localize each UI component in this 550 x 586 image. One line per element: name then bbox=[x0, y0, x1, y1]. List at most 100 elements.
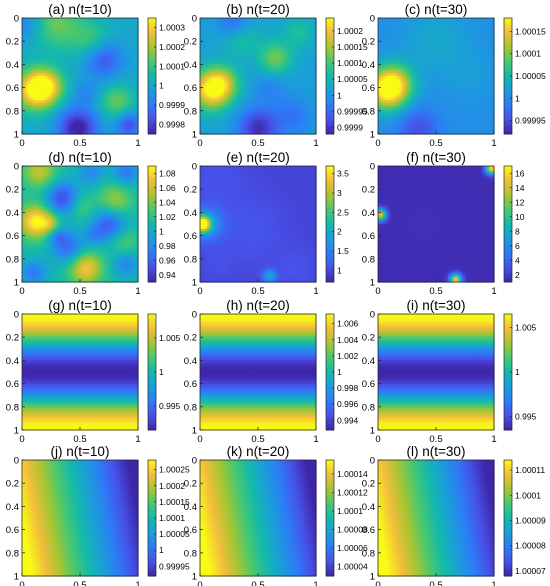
heatmap-cell bbox=[80, 83, 84, 87]
heatmap-cell bbox=[133, 30, 137, 34]
heatmap-cell bbox=[55, 68, 59, 72]
heatmap-cell bbox=[53, 61, 57, 65]
colorbar-segment bbox=[148, 39, 156, 42]
heatmap-cell bbox=[104, 126, 108, 130]
heatmap-cell bbox=[207, 18, 211, 22]
heatmap-cell bbox=[22, 71, 26, 75]
heatmap-cell bbox=[299, 44, 303, 48]
heatmap-cell bbox=[106, 119, 110, 123]
heatmap-cell bbox=[24, 34, 28, 38]
heatmap-cell bbox=[113, 80, 117, 84]
heatmap-cell bbox=[38, 27, 42, 31]
heatmap-cell bbox=[200, 25, 204, 29]
heatmap-cell bbox=[130, 80, 134, 84]
heatmap-cell bbox=[116, 68, 120, 72]
heatmap-panel: (c) n(t=30)00.20.40.60.810 0.5 11.000151.0… bbox=[362, 2, 546, 149]
heatmap-cell bbox=[84, 73, 88, 77]
heatmap-cell bbox=[82, 83, 86, 87]
heatmap-cell bbox=[99, 59, 103, 63]
heatmap-cell bbox=[133, 109, 137, 113]
heatmap-cell bbox=[92, 73, 96, 77]
heatmap-cell bbox=[113, 30, 117, 34]
heatmap-cell bbox=[106, 25, 110, 29]
heatmap-cell bbox=[94, 88, 98, 92]
heatmap-cell bbox=[43, 34, 47, 38]
heatmap-cell bbox=[265, 39, 269, 43]
heatmap-cell bbox=[130, 85, 134, 89]
heatmap-cell bbox=[111, 85, 115, 89]
heatmap-cell bbox=[109, 114, 113, 118]
heatmap-cell bbox=[51, 107, 55, 111]
heatmap-cell bbox=[48, 95, 52, 99]
heatmap-cell bbox=[279, 34, 283, 38]
heatmap-cell bbox=[243, 27, 247, 31]
heatmap-cell bbox=[238, 34, 242, 38]
heatmap-cell bbox=[38, 34, 42, 38]
heatmap-cell bbox=[89, 90, 93, 94]
heatmap-cell bbox=[26, 121, 30, 125]
y-tick-label: 0.4 bbox=[6, 60, 19, 71]
colorbar-segment bbox=[148, 93, 156, 96]
heatmap-cell bbox=[277, 27, 281, 31]
heatmap-cell bbox=[282, 22, 286, 26]
heatmap-cell bbox=[231, 34, 235, 38]
heatmap-cell bbox=[202, 22, 206, 26]
heatmap-cell bbox=[82, 119, 86, 123]
heatmap-cell bbox=[46, 95, 50, 99]
heatmap-cell bbox=[135, 131, 139, 135]
heatmap-cell bbox=[38, 47, 42, 51]
heatmap-cell bbox=[282, 20, 286, 24]
heatmap-cell bbox=[113, 42, 117, 46]
heatmap-cell bbox=[306, 39, 310, 43]
heatmap-cell bbox=[104, 78, 108, 82]
heatmap-cell bbox=[53, 71, 57, 75]
heatmap-cell bbox=[80, 76, 84, 80]
heatmap-cell bbox=[118, 124, 122, 128]
heatmap-cell bbox=[265, 42, 269, 46]
heatmap-cell bbox=[111, 32, 115, 36]
heatmap-cell bbox=[84, 102, 88, 106]
heatmap-cell bbox=[82, 117, 86, 121]
heatmap-cell bbox=[82, 66, 86, 70]
heatmap-cell bbox=[34, 73, 38, 77]
heatmap-cell bbox=[75, 63, 79, 67]
heatmap-cell bbox=[24, 121, 28, 125]
heatmap-cell bbox=[89, 100, 93, 104]
colorbar-segment bbox=[148, 21, 156, 25]
heatmap-cell bbox=[94, 22, 98, 26]
heatmap-cell bbox=[125, 71, 129, 75]
heatmap-cell bbox=[65, 32, 69, 36]
heatmap-cell bbox=[214, 39, 218, 43]
heatmap-cell bbox=[72, 126, 76, 130]
heatmap-cell bbox=[262, 20, 266, 24]
colorbar-frame bbox=[147, 17, 157, 135]
heatmap-cell bbox=[125, 131, 129, 135]
heatmap-cell bbox=[55, 97, 59, 101]
heatmap-cell bbox=[36, 112, 40, 116]
heatmap-cell bbox=[26, 97, 30, 101]
heatmap-cell bbox=[43, 126, 47, 130]
heatmap-cell bbox=[96, 124, 100, 128]
heatmap-cell bbox=[267, 37, 271, 41]
heatmap-cell bbox=[255, 20, 259, 24]
heatmap-cell bbox=[58, 92, 62, 96]
heatmap-cell bbox=[116, 54, 120, 58]
heatmap-cell bbox=[284, 37, 288, 41]
heatmap-cell bbox=[104, 90, 108, 94]
heatmap-cell bbox=[92, 37, 96, 41]
heatmap-cell bbox=[75, 66, 79, 70]
heatmap-cell bbox=[55, 76, 59, 80]
heatmap-cell bbox=[29, 37, 33, 41]
heatmap-cell bbox=[67, 56, 71, 60]
heatmap-cell bbox=[94, 85, 98, 89]
heatmap-cell bbox=[72, 51, 76, 55]
heatmap-cell bbox=[99, 88, 103, 92]
heatmap-cell bbox=[53, 121, 57, 125]
heatmap-cell bbox=[104, 49, 108, 53]
colorbar-segment bbox=[148, 68, 156, 71]
heatmap-cell bbox=[125, 78, 129, 82]
heatmap-cell bbox=[63, 63, 67, 67]
heatmap-cell bbox=[38, 54, 42, 58]
heatmap-cell bbox=[89, 20, 93, 24]
heatmap-cell bbox=[36, 56, 40, 60]
